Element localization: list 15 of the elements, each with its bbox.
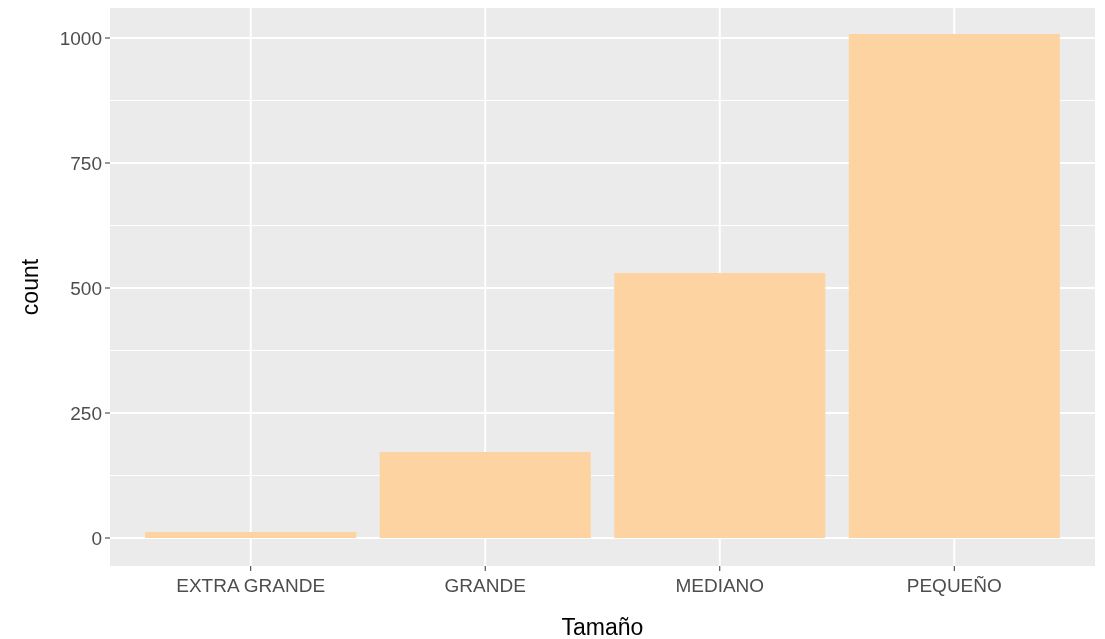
x-tick-label: GRANDE: [444, 575, 526, 596]
bar: [848, 34, 1060, 538]
y-tick-label: 500: [70, 277, 102, 299]
x-tick-label: MEDIANO: [675, 575, 765, 596]
bar: [379, 452, 591, 538]
bar: [145, 532, 357, 538]
bar: [614, 273, 826, 538]
y-tick-label: 0: [91, 527, 102, 549]
y-tick-label: 1000: [59, 27, 102, 49]
x-axis-title: Tamaño: [561, 614, 644, 639]
x-tick-label: PEQUEÑO: [906, 575, 1002, 596]
y-tick-label: 250: [70, 402, 102, 424]
y-tick-label: 750: [70, 152, 102, 174]
x-tick-label: EXTRA GRANDE: [176, 575, 326, 596]
y-axis-title: count: [17, 258, 43, 316]
